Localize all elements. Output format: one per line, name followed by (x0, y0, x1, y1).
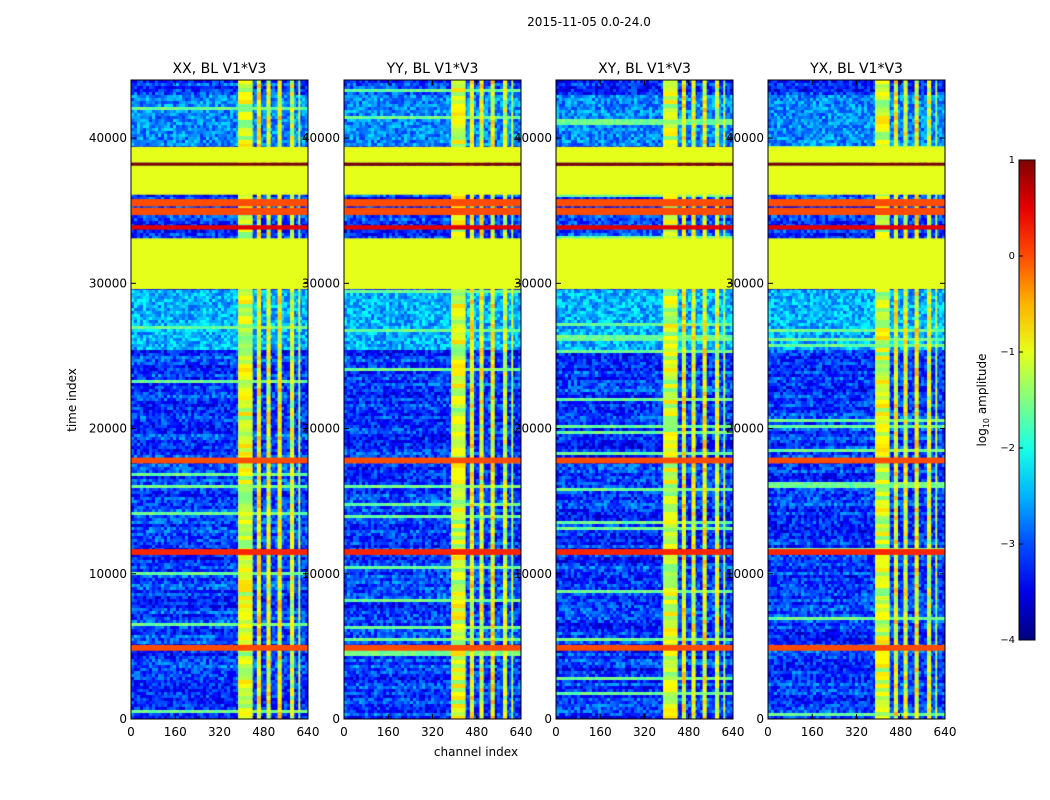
y-tick-label: 0 (332, 712, 340, 726)
panels-group: XX, BL V1*V3 0 160 320 480 640 0 10000 20000 3000… (89, 61, 957, 739)
colorbar-tick-label: −4 (1000, 635, 1015, 646)
x-tick-label: 320 (208, 725, 231, 739)
y-tick-label: 10000 (726, 567, 764, 581)
colorbar: 1 0 −1 −2 −3 −4 log10 amplitude (975, 155, 1036, 646)
y-tick-label: 0 (119, 712, 127, 726)
x-tick-label: 640 (934, 725, 957, 739)
x-tick-label: 480 (465, 725, 488, 739)
x-tick-label: 160 (801, 725, 824, 739)
y-tick-label: 40000 (726, 131, 764, 145)
y-tick-label: 40000 (89, 131, 127, 145)
x-tick-label: 160 (377, 725, 400, 739)
colorbar-label: log10 amplitude (975, 354, 991, 447)
figure-title: 2015-11-05 0.0-24.0 (527, 15, 651, 29)
heatmap-image (768, 80, 945, 719)
heatmap-image (556, 80, 733, 719)
y-tick-label: 30000 (302, 276, 340, 290)
colorbar-tick-label: −2 (1000, 443, 1015, 454)
x-tick-label: 640 (510, 725, 533, 739)
y-tick-label: 0 (544, 712, 552, 726)
x-tick-label: 0 (764, 725, 772, 739)
y-axis-label: time index (65, 368, 79, 432)
x-tick-label: 640 (722, 725, 745, 739)
colorbar-tick-label: −3 (1000, 539, 1015, 550)
panel-title: YX, BL V1*V3 (809, 61, 903, 77)
y-tick-label: 20000 (89, 422, 127, 436)
x-tick-label: 320 (845, 725, 868, 739)
x-tick-label: 160 (164, 725, 187, 739)
y-tick-label: 20000 (302, 422, 340, 436)
x-tick-label: 480 (252, 725, 275, 739)
colorbar-tick-label: 0 (1009, 251, 1015, 262)
colorbar-tick-label: −1 (1000, 347, 1015, 358)
y-tick-label: 30000 (514, 276, 552, 290)
y-tick-label: 20000 (726, 422, 764, 436)
x-tick-label: 160 (589, 725, 612, 739)
x-tick-label: 640 (297, 725, 320, 739)
x-tick-label: 320 (421, 725, 444, 739)
y-tick-label: 30000 (726, 276, 764, 290)
y-tick-label: 20000 (514, 422, 552, 436)
colorbar-tick-label: 1 (1009, 155, 1015, 166)
y-tick-label: 40000 (302, 131, 340, 145)
y-tick-label: 0 (756, 712, 764, 726)
heatmap-image (131, 80, 308, 719)
panel-title: XX, BL V1*V3 (173, 61, 267, 77)
panel-title: XY, BL V1*V3 (598, 61, 691, 77)
colorbar-gradient (1018, 159, 1036, 641)
y-tick-label: 10000 (89, 567, 127, 581)
x-tick-label: 0 (552, 725, 560, 739)
heatmap-panel: XX, BL V1*V3 0 160 320 480 640 0 10000 20000 3000… (89, 61, 320, 739)
y-tick-label: 30000 (89, 276, 127, 290)
heatmap-panel: XY, BL V1*V3 0 160 320 480 640 0 10000 20000 3000… (514, 61, 745, 739)
y-tick-label: 10000 (514, 567, 552, 581)
heatmap-image (344, 80, 521, 719)
y-tick-label: 40000 (514, 131, 552, 145)
x-tick-label: 0 (127, 725, 135, 739)
panel-title: YY, BL V1*V3 (386, 61, 479, 77)
x-tick-label: 480 (889, 725, 912, 739)
x-tick-label: 0 (340, 725, 348, 739)
x-tick-label: 320 (633, 725, 656, 739)
heatmap-panel: YY, BL V1*V3 0 160 320 480 640 0 10000 20000 3000… (302, 61, 533, 739)
heatmap-panel: YX, BL V1*V3 0 160 320 480 640 0 10000 20000 3000… (726, 61, 957, 739)
x-tick-label: 480 (677, 725, 700, 739)
x-axis-label: channel index (434, 745, 518, 759)
y-tick-label: 10000 (302, 567, 340, 581)
